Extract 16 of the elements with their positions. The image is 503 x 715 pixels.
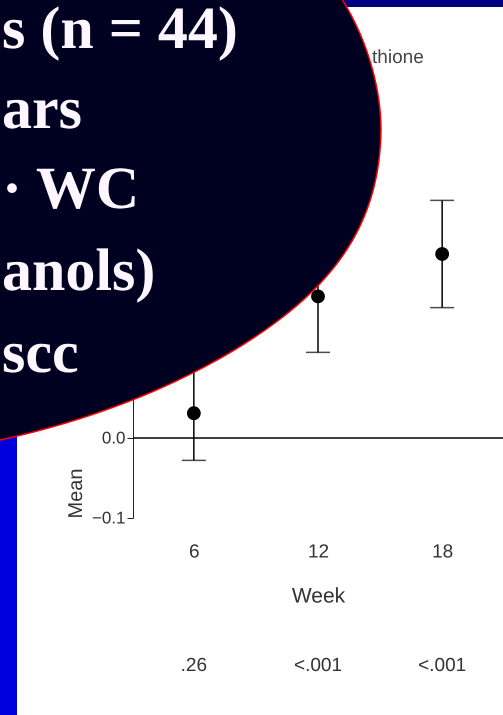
y-tick-label: −0.1 (92, 508, 126, 528)
y-tick-label: 0.0 (102, 428, 126, 448)
text: .26 (180, 655, 208, 676)
annotation: anols) (2, 237, 156, 303)
y-axis-title: Mean (64, 468, 87, 518)
text: s (n = 44) (2, 0, 238, 61)
text: <.001 (418, 655, 466, 676)
text: ars (2, 75, 82, 141)
x-tick-label: 12 (308, 542, 330, 562)
x-tick-label: 6 (189, 542, 200, 562)
x-axis-title: Week (292, 584, 346, 608)
annotation: · WC (2, 155, 140, 221)
chart-title: thione (372, 47, 424, 68)
x-tick-label: 18 (432, 542, 454, 562)
text: scc (2, 319, 79, 385)
text: <.001 (294, 655, 342, 676)
